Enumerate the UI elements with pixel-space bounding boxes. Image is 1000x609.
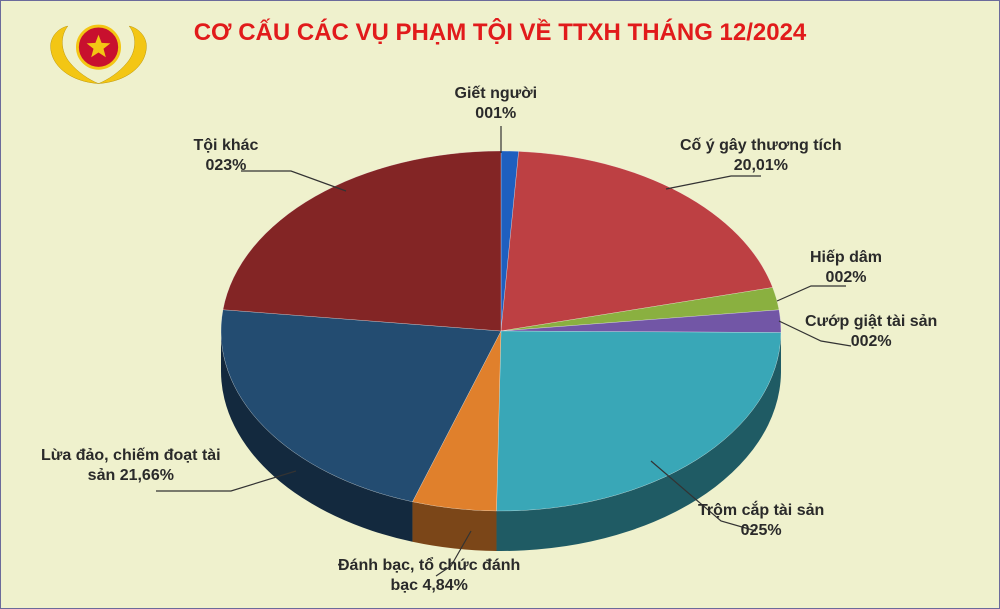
pie-label-line1: Cố ý gây thương tích <box>680 136 842 156</box>
pie-label-line2: sản 21,66% <box>41 466 221 486</box>
pie-slice-4 <box>496 331 780 511</box>
pie-label-2: Hiếp dâm002% <box>810 248 882 288</box>
pie-label-line1: Hiếp dâm <box>810 248 882 268</box>
pie-label-line1: Giết người <box>455 84 538 104</box>
pie-label-line1: Cướp giật tài sản <box>805 312 937 332</box>
pie-label-line2: 002% <box>805 332 937 352</box>
pie-label-3: Cướp giật tài sản002% <box>805 312 937 352</box>
leader-line <box>777 286 846 301</box>
pie-label-line1: Trộm cắp tài sản <box>698 501 824 521</box>
pie-label-5: Đánh bạc, tổ chức đánhbạc 4,84% <box>338 556 520 596</box>
pie-label-7: Tội khác023% <box>194 136 259 176</box>
pie-label-line2: 025% <box>698 521 824 541</box>
pie-label-0: Giết người001% <box>455 84 538 124</box>
pie-label-line1: Lừa đảo, chiếm đoạt tài <box>41 446 221 466</box>
pie-label-line2: 002% <box>810 268 882 288</box>
pie-label-4: Trộm cắp tài sản025% <box>698 501 824 541</box>
pie-label-line2: 001% <box>455 104 538 124</box>
pie-label-1: Cố ý gây thương tích20,01% <box>680 136 842 176</box>
pie-label-line2: 20,01% <box>680 156 842 176</box>
pie-label-6: Lừa đảo, chiếm đoạt tàisản 21,66% <box>41 446 221 486</box>
leader-line <box>666 176 761 189</box>
page-root: CƠ CẤU CÁC VỤ PHẠM TỘI VỀ TTXH THÁNG 12/… <box>0 0 1000 609</box>
pie-label-line1: Tội khác <box>194 136 259 156</box>
pie-label-line2: bạc 4,84% <box>338 576 520 596</box>
pie-slice-7 <box>223 151 501 331</box>
pie-label-line1: Đánh bạc, tổ chức đánh <box>338 556 520 576</box>
pie-label-line2: 023% <box>194 156 259 176</box>
